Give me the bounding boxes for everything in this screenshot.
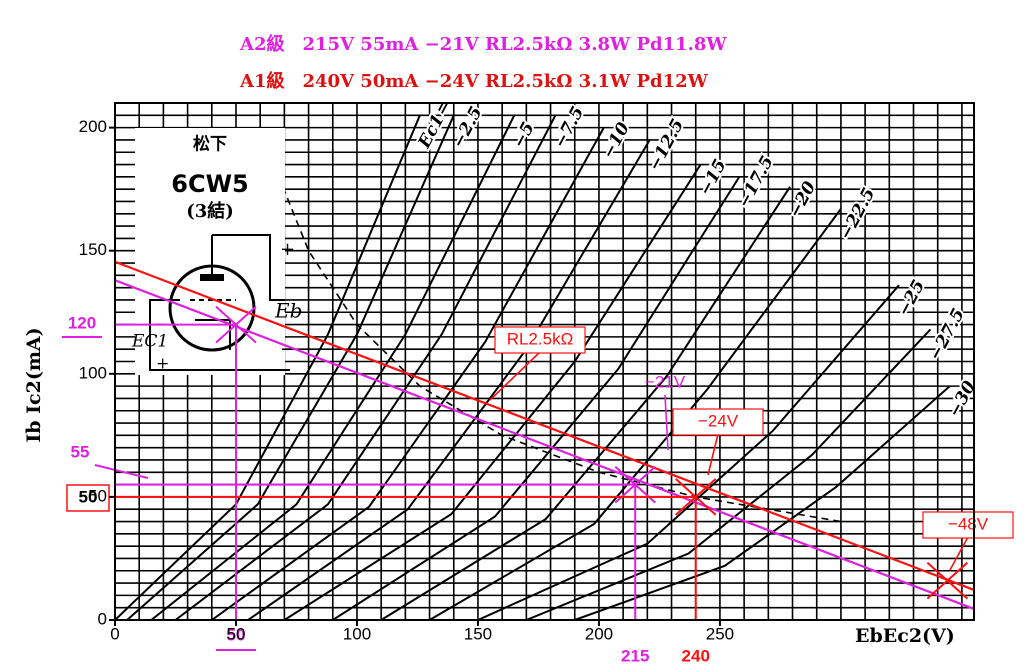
annotation: RL2.5kΩ [507, 329, 574, 348]
annotation: −48V [948, 514, 989, 533]
x-tick-label: 0 [110, 624, 119, 643]
plate-curve [283, 164, 702, 620]
operating-label: 50 [227, 625, 246, 644]
x-tick-label: 150 [464, 624, 492, 643]
plate-curve [115, 114, 421, 620]
schematic-label: Eb [274, 299, 302, 323]
plate-curve [429, 208, 842, 620]
curve-label: −5 [509, 119, 539, 151]
arrow [949, 536, 969, 571]
pd-curve [264, 142, 842, 523]
label-box [494, 326, 586, 354]
y-tick-label: 200 [79, 117, 107, 136]
header-line: A2級 215V 55mA −21V RL2.5kΩ 3.8W Pd11.8W [239, 33, 727, 55]
curve-label: −20 [785, 178, 821, 221]
plate-curve [126, 114, 455, 620]
plate [200, 274, 224, 281]
plot-frame [114, 102, 975, 621]
operating-label: 50 [79, 487, 98, 506]
operating-label: 55 [71, 442, 90, 461]
load-line [114, 279, 975, 610]
schematic-label: + [156, 354, 169, 373]
plate-curve [211, 127, 605, 620]
curve-label: −12.5 [644, 116, 688, 175]
label-box [66, 484, 110, 512]
plate-curve [477, 284, 900, 620]
wire [212, 234, 285, 301]
label-box [672, 408, 764, 436]
operating-label: 120 [68, 313, 96, 332]
operating-point [215, 305, 257, 344]
schematic-label: + [280, 239, 295, 260]
operating-label: 240 [682, 646, 710, 665]
y-tick-label: 0 [98, 609, 107, 628]
operating-point [926, 561, 969, 600]
arrow [489, 351, 541, 401]
curve-label: −25 [894, 277, 929, 320]
schematic-label: − [280, 337, 297, 361]
tube-connection: (3結) [186, 200, 234, 222]
load-line [114, 260, 975, 591]
plate-curve [247, 139, 651, 620]
arrow [707, 433, 719, 476]
x-tick-label: 250 [706, 624, 734, 643]
y-tick-label: 50 [88, 486, 107, 505]
plate-curve [150, 114, 516, 620]
plate-curve [574, 385, 951, 620]
x-tick-label: 200 [585, 624, 613, 643]
label-box [922, 511, 1014, 539]
operating-label: 215 [621, 646, 649, 665]
y-tick-label: 100 [79, 363, 107, 382]
maker: 松下 [193, 134, 227, 155]
plate-curve [174, 114, 557, 620]
x-tick-label: 50 [227, 624, 246, 643]
y-axis-label: Ib Ic2(mA) [23, 327, 45, 442]
x-axis-label: EbEc2(V) [855, 625, 955, 647]
overlay: 215 55 120 50 240 50 RL2.5kΩ −21V −24V −48V [62, 260, 1014, 665]
tube-name: 6CW5 [171, 170, 248, 198]
schematic-label: EC1 [131, 332, 168, 352]
annotation: −24V [698, 411, 739, 430]
y-tick-label: 150 [79, 240, 107, 259]
header-line: A1級 240V 50mA −24V RL2.5kΩ 3.1W Pd12W [239, 70, 709, 92]
arrow [664, 394, 669, 451]
curve-label: −17.5 [734, 153, 778, 212]
arrow [94, 464, 149, 479]
schematic: 松下 6CW5 (3結) + − + − Eb EC1 [131, 128, 302, 375]
annotation: −21V [645, 372, 686, 391]
operating-point [675, 478, 717, 516]
label-box [135, 128, 285, 375]
plate-curve [332, 176, 741, 620]
plate-curve [380, 186, 791, 620]
x-tick-label: 100 [343, 624, 371, 643]
